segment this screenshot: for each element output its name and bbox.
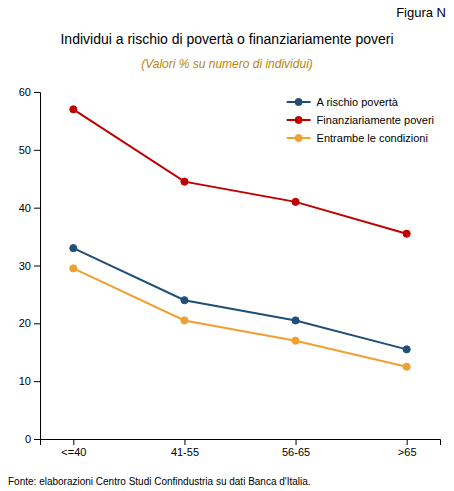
x-tick: 56-65: [282, 439, 310, 458]
series-marker: [70, 106, 77, 113]
x-axis: <=40 41-55 56-65 >65: [41, 439, 441, 458]
y-tick-mark: [34, 150, 40, 151]
series-line: [73, 268, 406, 366]
legend-item: A rischio povertà: [287, 96, 399, 108]
x-axis-line: [41, 440, 441, 446]
x-tick-label: 41-55: [171, 446, 199, 458]
y-tick-mark: [34, 381, 40, 382]
series-marker: [403, 230, 410, 237]
y-tick: 10: [19, 375, 40, 387]
y-tick: 60: [19, 86, 40, 98]
y-axis: 0 10 20 30 40 50 60: [19, 86, 41, 445]
y-tick-label: 0: [25, 433, 31, 445]
legend-label: A rischio povertà: [317, 96, 399, 108]
chart-svg: Individui a rischio di povertà o finanzi…: [0, 0, 454, 491]
legend-label: Entrambe le condizioni: [317, 132, 428, 144]
legend-marker: [295, 116, 302, 123]
y-axis-line: [34, 93, 41, 440]
marks: [70, 106, 410, 370]
x-tick-label: >65: [398, 446, 417, 458]
series-marker: [292, 198, 299, 205]
series-marker: [292, 317, 299, 324]
x-tick: 41-55: [171, 439, 199, 458]
series-marker: [181, 317, 188, 324]
x-tick-mark: [296, 439, 297, 445]
series-marker: [403, 346, 410, 353]
legend-marker: [295, 134, 302, 141]
y-tick: 40: [19, 202, 40, 214]
x-tick-label: <=40: [61, 446, 86, 458]
x-tick-mark: [407, 439, 408, 445]
x-tick-label: 56-65: [282, 446, 310, 458]
x-tick-mark: [73, 439, 74, 445]
y-tick-label: 30: [19, 260, 31, 272]
legend-item: Entrambe le condizioni: [287, 132, 428, 144]
x-tick: >65: [398, 439, 417, 458]
y-tick: 50: [19, 144, 40, 156]
annotation: Figura N: [396, 5, 446, 20]
y-tick-label: 10: [19, 375, 31, 387]
chart-container: Individui a rischio di povertà o finanzi…: [0, 0, 454, 491]
y-tick-mark: [34, 92, 40, 93]
title: Individui a rischio di povertà o finanzi…: [60, 31, 393, 47]
legend-marker: [295, 98, 302, 105]
y-tick-mark: [34, 439, 40, 440]
legend-item: Finanziariamente poveri: [287, 114, 434, 126]
series-marker: [181, 178, 188, 185]
series-marker: [181, 297, 188, 304]
plot: 0 10 20 30 40 50 60 <=40 41-55 56-65 >65 A rischio …: [19, 86, 441, 458]
x-tick: <=40: [61, 439, 86, 458]
y-tick: 20: [19, 317, 40, 329]
y-tick: 30: [19, 260, 40, 272]
series-line: [73, 248, 406, 349]
y-tick-label: 60: [19, 86, 31, 98]
subtitle: (Valori % su numero di individui): [141, 57, 313, 71]
y-tick-label: 20: [19, 317, 31, 329]
y-tick-mark: [34, 323, 40, 324]
y-tick-mark: [34, 208, 40, 209]
series-marker: [292, 337, 299, 344]
series-marker: [70, 265, 77, 272]
y-tick-label: 40: [19, 202, 31, 214]
series-marker: [70, 245, 77, 252]
series-line: [73, 109, 406, 233]
y-tick-label: 50: [19, 144, 31, 156]
x-tick-mark: [184, 439, 185, 445]
annotation: Fonte: elaborazioni Centro Studi Confind…: [8, 476, 311, 487]
y-tick: 0: [25, 433, 40, 445]
y-tick-mark: [34, 266, 40, 267]
series-marker: [403, 363, 410, 370]
legend-label: Finanziariamente poveri: [317, 114, 434, 126]
legend: A rischio povertà Finanziariamente poveri…: [287, 96, 434, 144]
